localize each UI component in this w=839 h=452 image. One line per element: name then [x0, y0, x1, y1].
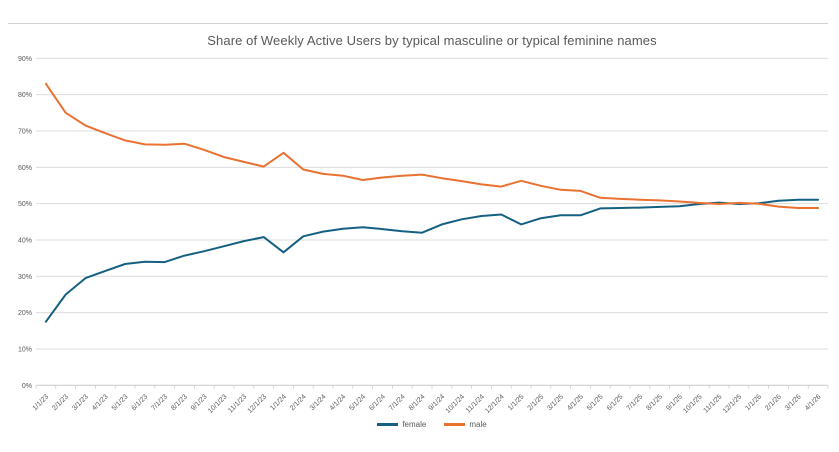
y-axis-label: 30% [18, 274, 32, 281]
y-axis-label: 60% [18, 165, 32, 172]
y-axis-label: 80% [18, 92, 32, 99]
y-axis-label: 20% [18, 310, 32, 317]
y-axis-label: 90% [18, 56, 32, 63]
x-axis-label: 5/1/23 [111, 393, 130, 412]
x-axis-label: 12/1/24 [484, 393, 506, 415]
x-axis-label: 2/1/24 [289, 393, 308, 412]
x-axis-label: 3/1/24 [309, 393, 328, 412]
female-line-swatch [377, 423, 399, 426]
x-axis-label: 4/1/24 [329, 393, 348, 412]
x-axis-label: 11/1/23 [227, 393, 248, 414]
x-axis-label: 9/1/23 [190, 393, 209, 412]
x-axis-label: 2/1/26 [764, 393, 783, 412]
legend-label-female: female [402, 420, 427, 429]
y-axis-label: 0% [22, 383, 32, 390]
legend-label-male: male [469, 420, 487, 429]
x-axis-label: 7/1/23 [150, 393, 169, 412]
x-axis-label: 6/1/23 [131, 393, 150, 412]
x-axis-label: 8/1/23 [170, 393, 189, 412]
male-line-swatch [444, 423, 466, 426]
y-axis-label: 10% [18, 346, 32, 353]
x-axis-label: 12/1/23 [247, 393, 269, 415]
x-axis-label: 8/1/24 [408, 393, 427, 412]
chart-title: Share of Weekly Active Users by typical … [207, 33, 657, 48]
female-line [44, 198, 820, 323]
x-axis-label: 7/1/25 [626, 393, 645, 412]
x-axis-label: 9/1/24 [428, 393, 447, 412]
x-axis-label: 4/1/26 [804, 393, 823, 412]
x-axis-label: 2/1/25 [527, 393, 546, 412]
x-axis-label: 4/1/23 [91, 393, 110, 412]
legend: female male [36, 420, 828, 429]
y-axis-label: 70% [18, 128, 32, 135]
x-axis-label: 1/1/24 [269, 393, 288, 412]
x-axis-label: 7/1/24 [388, 393, 407, 412]
x-axis-label: 12/1/25 [722, 393, 744, 415]
male-line [44, 82, 820, 209]
y-axis-label: 50% [18, 201, 32, 208]
x-axis-label: 1/1/23 [32, 393, 51, 412]
y-axis-label: 40% [18, 237, 32, 244]
x-axis-label: 10/1/25 [682, 393, 704, 415]
x-axis-label: 9/1/25 [665, 393, 684, 412]
x-axis-label: 10/1/24 [445, 393, 467, 415]
x-axis-label: 3/1/23 [71, 393, 90, 412]
x-axis-label: 5/1/24 [348, 393, 367, 412]
legend-item-male[interactable]: male [444, 420, 487, 429]
legend-item-female[interactable]: female [377, 420, 426, 429]
x-axis-label: 1/1/25 [507, 393, 526, 412]
x-axis-label: 3/1/26 [784, 393, 803, 412]
x-axis-label: 8/1/25 [645, 393, 664, 412]
x-axis-label: 4/1/25 [566, 393, 585, 412]
x-axis-label: 11/1/25 [702, 393, 723, 414]
x-axis-label: 11/1/24 [465, 393, 486, 414]
x-axis-label: 5/1/25 [586, 393, 605, 412]
x-axis-label: 3/1/25 [546, 393, 565, 412]
x-axis-label: 1/1/26 [744, 393, 763, 412]
x-axis-label: 2/1/23 [51, 393, 70, 412]
x-axis-label: 6/1/24 [368, 393, 387, 412]
x-axis-label: 6/1/25 [606, 393, 625, 412]
x-axis-label: 10/1/23 [207, 393, 229, 415]
chart-top-border [8, 23, 828, 24]
